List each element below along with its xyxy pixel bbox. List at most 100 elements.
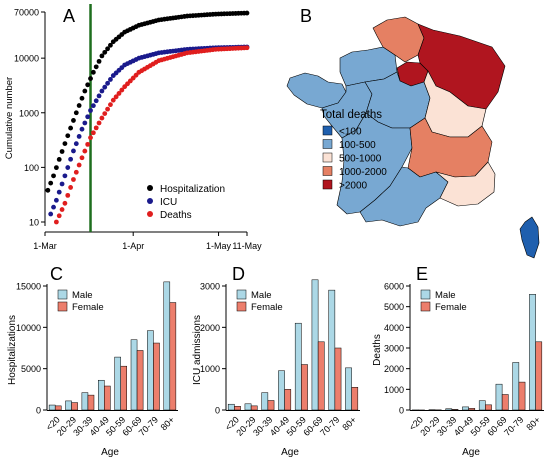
legend-swatch-male	[420, 289, 431, 300]
bar-male	[328, 289, 336, 411]
series-point-deaths	[96, 120, 102, 126]
series-point-hospitalization	[48, 180, 54, 186]
series-point-hospitalization	[244, 10, 250, 16]
panel-label-c: C	[50, 264, 63, 284]
x-tick-label: 70-79	[137, 415, 160, 438]
bar-male	[478, 400, 486, 411]
map-legend-swatch	[322, 179, 333, 190]
cumulative-chart-y-label: Cumulative number	[4, 77, 15, 159]
bar-male	[114, 356, 121, 411]
bar-male	[462, 406, 469, 411]
bar-female	[169, 302, 177, 411]
panel-label-a: A	[63, 6, 75, 26]
bar-male	[98, 379, 105, 411]
series-point-icu	[96, 93, 102, 99]
series-point-deaths	[93, 125, 99, 131]
bar-female	[451, 409, 459, 411]
bar-female	[120, 365, 127, 411]
series-point-hospitalization	[108, 42, 113, 48]
icu-chart-x-label: Age	[281, 447, 299, 458]
series-point-deaths	[71, 177, 76, 182]
series-point-hospitalization	[90, 69, 96, 75]
legend-swatch-male	[57, 289, 68, 300]
y-tick-label: 2000	[384, 364, 404, 374]
deaths-chart-y-label: Deaths	[372, 334, 383, 366]
series-point-deaths	[90, 130, 96, 136]
icu-by-age-chart: 0100020003000<2020-2930-3940-4950-5960-6…	[192, 279, 360, 458]
cumulative-chart-points	[45, 10, 250, 225]
series-point-icu	[59, 181, 65, 187]
legend-label-female: Female	[251, 302, 283, 313]
hospitalizations-by-age-chart: 050001000015000<2020-2930-3940-4950-5960…	[7, 281, 178, 458]
series-point-deaths	[76, 162, 82, 168]
series-point-hospitalization	[68, 125, 74, 131]
bar-male	[163, 281, 171, 411]
series-point-deaths	[85, 141, 91, 147]
bar-male	[278, 370, 285, 411]
legend-swatch-female	[236, 301, 247, 312]
legend-label-female: Female	[435, 302, 467, 313]
bar-female	[136, 350, 144, 411]
series-point-icu	[56, 189, 62, 195]
series-point-icu	[85, 114, 91, 120]
series-point-deaths	[105, 106, 110, 112]
bar-female	[250, 405, 258, 411]
bar-female	[284, 389, 292, 411]
map-legend-swatch	[322, 125, 333, 136]
map-legend-swatch	[322, 139, 333, 149]
legend-marker-deaths	[147, 211, 153, 217]
map-legend-title: Total deaths	[320, 109, 382, 121]
bar-male	[147, 330, 154, 411]
map-region-paca	[435, 161, 496, 207]
series-point-deaths	[99, 115, 105, 121]
y-tick-label: 0	[215, 406, 220, 416]
icu-chart-y-label: ICU admissions	[192, 315, 203, 385]
bar-male	[65, 400, 72, 411]
series-point-icu	[102, 84, 108, 90]
series-point-hospitalization	[62, 141, 68, 147]
map-legend-label: <100	[339, 127, 362, 138]
x-tick-label: 1-Mar	[33, 241, 57, 251]
bar-male	[512, 362, 520, 411]
y-tick-label: 15000	[16, 282, 41, 292]
series-point-hospitalization	[85, 82, 91, 88]
map-legend: <100 100-500 500-1000 1000-2000 >2000	[322, 125, 387, 192]
map-region-bretagne	[286, 72, 347, 109]
series-point-hospitalization	[76, 103, 82, 108]
series-point-icu	[76, 134, 82, 139]
bar-male	[294, 322, 302, 411]
series-point-hospitalization	[51, 173, 56, 179]
y-tick-label: 100	[24, 163, 39, 173]
france-deaths-map: Total deaths <100 100-500 500-1000 1000-200…	[286, 16, 540, 259]
hospitalizations-chart-bars	[48, 281, 177, 411]
y-tick-label: 1000	[19, 108, 39, 118]
bar-female	[485, 404, 492, 411]
series-point-hospitalization	[71, 118, 76, 123]
deaths-by-age-chart: 0100020003000400050006000<2020-2930-3940…	[372, 282, 544, 458]
series-point-hospitalization	[73, 110, 79, 116]
bar-male	[227, 403, 235, 411]
series-point-icu	[79, 126, 85, 132]
legend-label-male: Male	[251, 290, 272, 301]
bar-male	[311, 279, 319, 411]
legend-marker-icu	[147, 198, 153, 204]
map-legend-swatch	[322, 166, 333, 176]
series-point-icu	[53, 197, 59, 203]
series-point-icu	[65, 165, 71, 170]
x-tick-label: 80+	[524, 415, 542, 433]
series-point-hospitalization	[88, 76, 93, 81]
y-tick-label: 5000	[384, 302, 404, 312]
legend-marker-hospitalization	[147, 185, 153, 191]
y-tick-label: 10000	[16, 323, 41, 333]
cumulative-chart: 10 100 1000 10000 70000 1-Mar 1-Apr 1-May 11-May…	[4, 4, 262, 251]
series-point-hospitalization	[82, 88, 88, 94]
bar-male	[495, 383, 503, 411]
x-tick-label: 1-Apr	[122, 241, 144, 251]
x-tick-label: 80+	[159, 415, 177, 433]
deaths-chart-axes: 0100020003000400050006000<2020-2930-3940…	[384, 282, 544, 438]
legend-label-male: Male	[435, 290, 456, 301]
series-point-deaths	[59, 207, 65, 212]
bar-female	[434, 409, 442, 411]
